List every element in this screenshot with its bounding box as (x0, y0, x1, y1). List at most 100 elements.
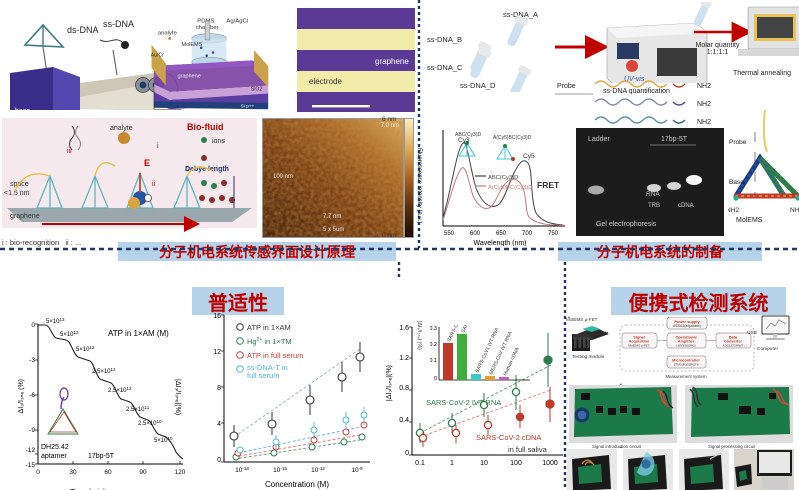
svg-text:-12: -12 (26, 447, 36, 454)
svg-text:ss-DNA_B: ss-DNA_B (427, 35, 462, 44)
svg-text:STM32F103RCT6: STM32F103RCT6 (673, 363, 698, 367)
svg-text:10: 10 (480, 460, 488, 467)
svg-text:10-18: 10-18 (235, 466, 249, 475)
svg-text:550: 550 (444, 231, 455, 237)
svg-text:SiO2: SiO2 (251, 86, 263, 92)
svg-text:Measurement system: Measurement system (665, 374, 706, 379)
svg-text:0: 0 (36, 469, 40, 476)
svg-text:-9: -9 (29, 427, 35, 434)
svg-text:Si p++: Si p++ (241, 104, 255, 110)
svg-text:cDNA: cDNA (678, 203, 694, 209)
svg-text:ATP in 1×AM: ATP in 1×AM (247, 323, 291, 332)
svg-text:Probe: Probe (557, 83, 576, 90)
svg-text:Base: Base (729, 179, 744, 186)
svg-text:120: 120 (175, 469, 186, 476)
svg-text:Bio-fluid: Bio-fluid (187, 122, 224, 132)
svg-text:A(Cy5)BC(Cy3)D: A(Cy5)BC(Cy3)D (493, 135, 532, 141)
svg-text:SARS-CoV-2 IVT RNA: SARS-CoV-2 IVT RNA (460, 325, 487, 334)
svg-text:0: 0 (434, 376, 437, 382)
svg-text:600: 600 (470, 231, 481, 237)
svg-text:ADS1272IPWT: ADS1272IPWT (723, 344, 744, 348)
svg-text:30: 30 (69, 469, 77, 476)
svg-text:4: 4 (217, 421, 221, 428)
svg-text:analyte: analyte (158, 30, 178, 36)
svg-text:650: 650 (496, 231, 507, 237)
svg-text:5×1012: 5×1012 (60, 330, 79, 339)
svg-text:ABC(Cy3)D: ABC(Cy3)D (455, 132, 482, 138)
svg-text:Cy5: Cy5 (523, 153, 535, 160)
svg-text:ds-DNA: ds-DNA (67, 25, 99, 35)
svg-text:0: 0 (31, 322, 35, 329)
svg-text:Ladder: Ladder (588, 136, 610, 143)
svg-text:0.2: 0.2 (430, 342, 437, 348)
svg-text:0.8: 0.8 (399, 385, 409, 392)
svg-text:LMV358(JRC): LMV358(JRC) (676, 344, 696, 348)
svg-text:NH2: NH2 (697, 119, 711, 126)
svg-text:base: base (15, 108, 30, 110)
svg-text:ss-DNA_C: ss-DNA_C (427, 63, 463, 72)
svg-text:-6: -6 (29, 392, 35, 399)
svg-text:Probe: Probe (729, 139, 747, 146)
svg-text:A(Cy5)BC(Cy3)D: A(Cy5)BC(Cy3)D (488, 185, 532, 191)
svg-text:0.1: 0.1 (430, 358, 437, 364)
svg-text:1.2: 1.2 (399, 355, 409, 362)
svg-text:graphene: graphene (178, 74, 201, 80)
svg-text:0.1: 0.1 (415, 460, 425, 467)
svg-text:in full saliva: in full saliva (508, 445, 548, 454)
svg-text:Hg2+ in 1×TM: Hg2+ in 1×TM (247, 337, 292, 346)
svg-text:ABC(Cy3)D: ABC(Cy3)D (488, 175, 518, 181)
svg-text:12: 12 (213, 349, 221, 356)
svg-text:SARS-CoV-2 IVT RNA: SARS-CoV-2 IVT RNA (426, 398, 501, 407)
svg-text:10-12: 10-12 (311, 466, 325, 475)
svg-text:AS2815(adjustable): AS2815(adjustable) (673, 324, 701, 328)
svg-text:Gel electrophoresis: Gel electrophoresis (596, 221, 657, 228)
svg-text:2.5×1012: 2.5×1012 (92, 367, 116, 376)
svg-text:1000: 1000 (542, 460, 558, 467)
svg-text:graphene: graphene (375, 57, 409, 66)
svg-text:ATP in 1×AM (M): ATP in 1×AM (M) (108, 329, 169, 338)
svg-text:5×1012: 5×1012 (76, 345, 95, 354)
svg-text:ss-DNA: ss-DNA (103, 19, 134, 29)
svg-text:TRB: TRB (648, 203, 660, 209)
svg-text:0: 0 (405, 450, 409, 457)
svg-text:analyte: analyte (110, 125, 133, 132)
svg-text:Concentration (M): Concentration (M) (265, 480, 329, 489)
svg-text:ATP in full serum: ATP in full serum (247, 351, 303, 360)
svg-text:-15: -15 (26, 462, 36, 469)
svg-text:0.3: 0.3 (430, 326, 437, 332)
svg-text:750: 750 (548, 231, 559, 237)
svg-text:90: 90 (139, 469, 147, 476)
svg-text:ii: ii (152, 181, 156, 188)
svg-text:RNA: RNA (646, 191, 660, 198)
svg-text:MolEMS: MolEMS (182, 42, 203, 48)
svg-text:SARS-CoV-2 cDNA: SARS-CoV-2 cDNA (476, 433, 541, 442)
svg-text:iii: iii (67, 148, 72, 155)
svg-text:NH2: NH2 (697, 83, 711, 90)
svg-text:2.5×1010: 2.5×1010 (138, 419, 162, 428)
svg-text:E: E (144, 158, 150, 168)
svg-text:full serum: full serum (247, 371, 280, 380)
svg-text:aptamer: aptamer (41, 453, 67, 460)
svg-text:700: 700 (522, 231, 533, 237)
svg-text:ions: ions (212, 138, 225, 145)
svg-text:Au/Cr: Au/Cr (151, 52, 164, 58)
svg-text:<1.5 nm: <1.5 nm (4, 190, 30, 197)
svg-text:Ag/AgCl: Ag/AgCl (226, 19, 248, 25)
svg-text:0.4: 0.4 (399, 417, 409, 424)
svg-text:0: 0 (217, 457, 221, 464)
svg-text:17bp-5T: 17bp-5T (88, 453, 115, 460)
svg-text:1.6: 1.6 (399, 325, 409, 332)
svg-text:FRET: FRET (537, 180, 560, 190)
svg-text:100: 100 (510, 460, 522, 467)
svg-text:1: 1 (450, 460, 454, 467)
svg-text:NH2: NH2 (697, 101, 711, 108)
svg-text:Wavelength (nm): Wavelength (nm) (473, 240, 526, 246)
svg-text:10-9: 10-9 (351, 466, 363, 475)
svg-text:ss-DNA_D: ss-DNA_D (460, 81, 496, 90)
svg-text:5×1013: 5×1013 (46, 317, 65, 326)
svg-text:MolEMS µ-FET: MolEMS µ-FET (628, 344, 649, 348)
svg-text:60: 60 (104, 469, 112, 476)
svg-text:16: 16 (213, 313, 221, 320)
svg-text:DH25.42: DH25.42 (41, 444, 69, 451)
svg-text:NH2: NH2 (728, 207, 739, 214)
